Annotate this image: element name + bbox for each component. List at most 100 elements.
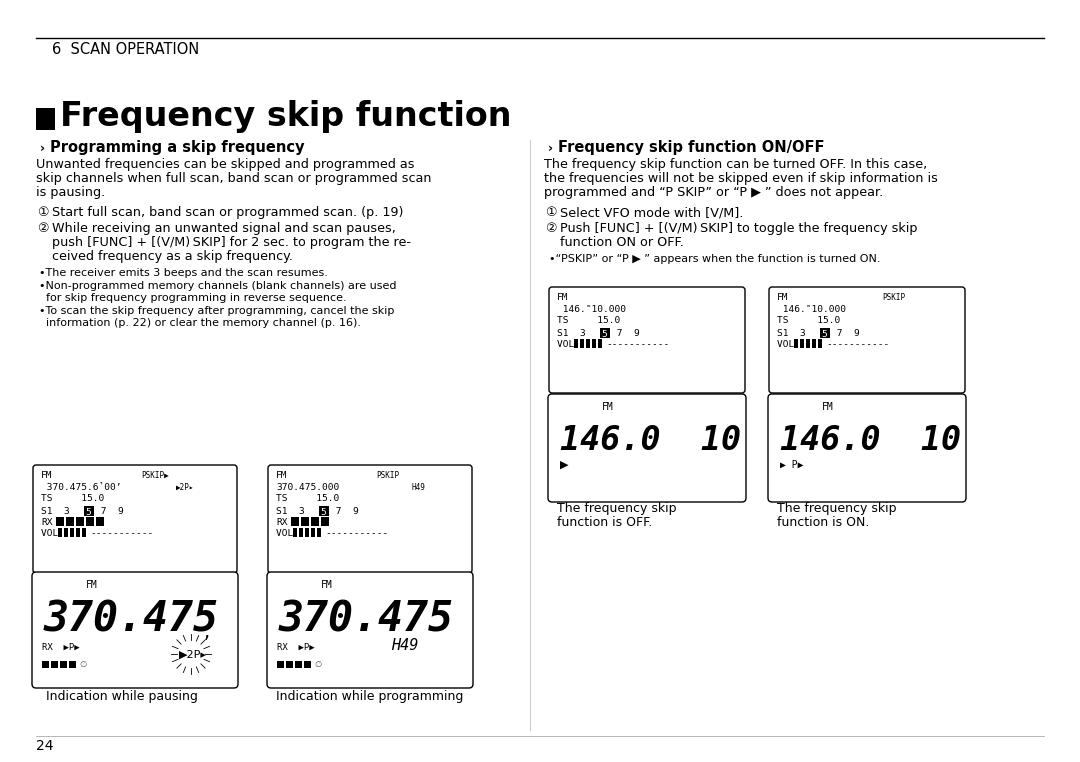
Text: programmed and “P SKIP” or “P ▶ ” does not appear.: programmed and “P SKIP” or “P ▶ ” does n…	[544, 186, 883, 199]
Text: 7  9: 7 9	[831, 329, 860, 338]
Text: push [FUNC] + [(V/M) SKIP] for 2 sec. to program the re-: push [FUNC] + [(V/M) SKIP] for 2 sec. to…	[52, 236, 411, 249]
Text: ∅: ∅	[314, 660, 321, 669]
Text: 7  9: 7 9	[611, 329, 639, 338]
Bar	[70, 528, 75, 537]
Text: Select VFO mode with [V/M].: Select VFO mode with [V/M].	[561, 206, 743, 219]
Bar	[806, 339, 810, 348]
Bar	[291, 517, 299, 526]
Text: -----------: -----------	[606, 340, 670, 349]
Bar	[96, 517, 104, 526]
Bar	[592, 339, 596, 348]
Text: 370.475.000: 370.475.000	[276, 483, 339, 492]
Text: is pausing.: is pausing.	[36, 186, 105, 199]
Text: FM: FM	[321, 580, 333, 590]
FancyBboxPatch shape	[32, 572, 238, 688]
Text: RX: RX	[41, 518, 53, 527]
Bar	[794, 339, 798, 348]
Text: ›: ›	[40, 142, 45, 155]
Bar	[58, 528, 62, 537]
Bar	[56, 517, 64, 526]
Text: 5: 5	[320, 508, 326, 517]
Bar	[800, 339, 804, 348]
Text: 7  9: 7 9	[95, 507, 124, 516]
Text: The frequency skip: The frequency skip	[777, 502, 896, 515]
Text: •To scan the skip frequency after programming, cancel the skip: •To scan the skip frequency after progra…	[39, 306, 394, 316]
Text: RX  ▶P▶: RX ▶P▶	[276, 643, 314, 652]
Bar	[82, 528, 86, 537]
Bar	[311, 517, 319, 526]
Bar	[318, 528, 321, 537]
Bar	[42, 661, 49, 668]
Text: 24: 24	[36, 739, 54, 753]
Text: •Non-programmed memory channels (blank channels) are used: •Non-programmed memory channels (blank c…	[39, 281, 396, 291]
Bar	[580, 339, 584, 348]
Bar	[305, 528, 309, 537]
Bar	[64, 528, 68, 537]
Text: ▶: ▶	[561, 460, 568, 470]
Text: function ON or OFF.: function ON or OFF.	[561, 236, 684, 249]
Bar	[299, 528, 303, 537]
Text: PSKIP: PSKIP	[376, 471, 400, 480]
Bar	[818, 339, 822, 348]
Text: ▶2P▸: ▶2P▸	[176, 483, 194, 492]
Text: -----------: -----------	[90, 529, 153, 538]
Text: TS     15.0: TS 15.0	[777, 316, 840, 325]
Text: ①: ①	[37, 206, 49, 219]
Bar	[86, 517, 94, 526]
Text: VOL: VOL	[41, 529, 64, 538]
Text: ∅: ∅	[79, 660, 86, 669]
Bar	[69, 661, 76, 668]
Bar	[76, 517, 84, 526]
Bar	[812, 339, 816, 348]
Text: ②: ②	[545, 222, 556, 235]
Bar	[301, 517, 309, 526]
Text: While receiving an unwanted signal and scan pauses,: While receiving an unwanted signal and s…	[52, 222, 396, 235]
Text: 6  SCAN OPERATION: 6 SCAN OPERATION	[52, 42, 199, 57]
Text: Indication while programming: Indication while programming	[276, 690, 463, 703]
Bar	[820, 328, 831, 338]
Text: Frequency skip function ON/OFF: Frequency skip function ON/OFF	[558, 140, 824, 155]
FancyBboxPatch shape	[768, 394, 966, 502]
Text: S1  3: S1 3	[276, 507, 311, 516]
Bar	[311, 528, 315, 537]
Text: the frequencies will not be skipped even if skip information is: the frequencies will not be skipped even…	[544, 172, 937, 185]
Text: -----------: -----------	[325, 529, 388, 538]
Bar	[293, 528, 297, 537]
Text: RX  ▶P▶: RX ▶P▶	[42, 643, 80, 652]
Text: PSKIP: PSKIP	[882, 293, 905, 302]
Text: Programming a skip frequency: Programming a skip frequency	[50, 140, 305, 155]
Bar	[36, 108, 55, 130]
Bar	[598, 339, 602, 348]
Text: 146.0  10: 146.0 10	[780, 424, 961, 457]
Text: 370.475: 370.475	[44, 598, 219, 640]
Text: FM: FM	[557, 293, 568, 302]
Bar	[276, 661, 284, 668]
Text: FM: FM	[602, 402, 613, 412]
Text: ②: ②	[37, 222, 49, 235]
Text: TS     15.0: TS 15.0	[41, 494, 105, 503]
Text: 370.475.6̉00’: 370.475.6̉00’	[41, 483, 121, 492]
Text: Indication while pausing: Indication while pausing	[46, 690, 198, 703]
Text: •The receiver emits 3 beeps and the scan resumes.: •The receiver emits 3 beeps and the scan…	[39, 268, 328, 278]
FancyBboxPatch shape	[33, 465, 237, 573]
Text: 5: 5	[85, 508, 91, 517]
Text: 146.0  10: 146.0 10	[561, 424, 741, 457]
Text: Unwanted frequencies can be skipped and programmed as: Unwanted frequencies can be skipped and …	[36, 158, 415, 171]
Text: information (p. 22) or clear the memory channel (p. 16).: information (p. 22) or clear the memory …	[46, 318, 361, 328]
Text: The frequency skip: The frequency skip	[557, 502, 676, 515]
FancyBboxPatch shape	[267, 572, 473, 688]
Text: TS     15.0: TS 15.0	[276, 494, 339, 503]
Text: ›: ›	[548, 142, 553, 155]
Text: PSKIP▶: PSKIP▶	[141, 471, 168, 480]
FancyBboxPatch shape	[549, 287, 745, 393]
FancyBboxPatch shape	[769, 287, 966, 393]
Bar	[51, 661, 58, 668]
Bar	[286, 661, 293, 668]
Text: for skip frequency programming in reverse sequence.: for skip frequency programming in revers…	[46, 293, 347, 303]
Text: TS     15.0: TS 15.0	[557, 316, 620, 325]
Bar	[319, 506, 329, 516]
Bar	[84, 506, 94, 516]
Bar	[586, 339, 590, 348]
Text: FM: FM	[86, 580, 98, 590]
Bar	[60, 661, 67, 668]
